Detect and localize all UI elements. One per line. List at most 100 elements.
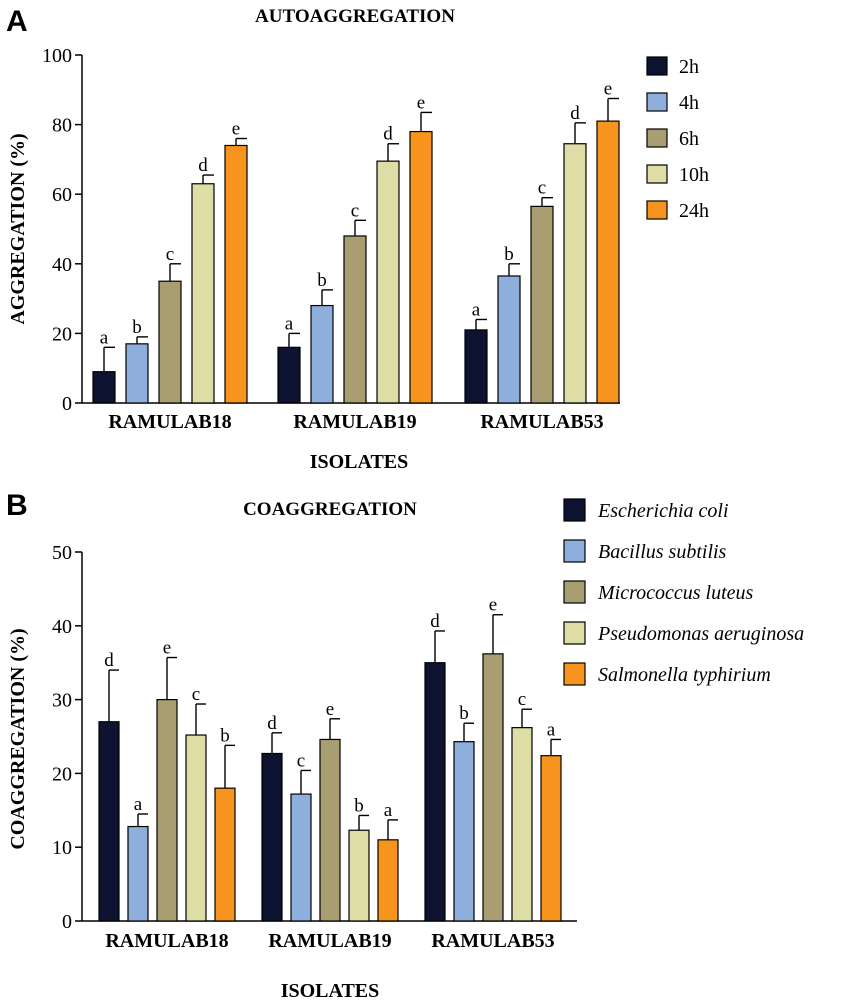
panel-a-bars: a b c d e a b c d e a b c d e (92, 79, 620, 404)
panel-b-y-tick-label: 10 (52, 837, 72, 859)
panel-a-y-ticks: 0 20 40 60 80 100 (42, 45, 82, 415)
panel-a-legend-label: 24h (679, 200, 709, 222)
panel-a-bar (376, 160, 400, 404)
panel-b-significance-letter: c (297, 750, 305, 771)
panel-b-y-tick-label: 40 (52, 616, 72, 638)
panel-a-bar (409, 130, 433, 404)
panel-b-legend-swatch (563, 498, 586, 522)
panel-b-bar (540, 755, 562, 922)
panel-b: B COAGGREGATION COAGGREGATION (%) ISOLAT… (6, 489, 804, 1002)
panel-a-y-tick-label: 80 (52, 115, 72, 137)
panel-b-legend-label: Micrococcus luteus (597, 582, 754, 604)
panel-a-significance-letter: e (604, 79, 612, 100)
panel-b-category-label: RAMULAB18 (105, 930, 228, 952)
panel-a-y-tick-label: 20 (52, 323, 72, 345)
panel-b-bar (214, 787, 236, 922)
panel-b-bar (98, 721, 120, 922)
panel-a-bar (125, 343, 149, 404)
panel-b-bar (453, 741, 475, 922)
panel-a-y-tick-label: 40 (52, 254, 72, 276)
panel-a-bar (310, 304, 334, 404)
panel-a: A AUTOAGGREGATION AGGREGATION (%) ISOLAT… (6, 5, 709, 473)
panel-b-legend-label: Escherichia coli (597, 500, 729, 522)
panel-b-significance-letter: b (220, 725, 230, 746)
panel-b-bar (290, 793, 312, 922)
panel-b-bar (319, 738, 341, 922)
panel-a-significance-letter: e (417, 92, 425, 113)
panel-a-significance-letter: b (132, 317, 142, 338)
panel-b-bar (348, 829, 370, 922)
panel-a-bar (497, 275, 521, 404)
panel-a-category-label: RAMULAB19 (293, 411, 416, 433)
panel-b-significance-letter: e (326, 699, 334, 720)
panel-a-significance-letter: d (383, 124, 393, 145)
panel-a-bar (277, 346, 301, 404)
panel-a-bar (464, 329, 488, 404)
panel-b-significance-letter: d (267, 713, 277, 734)
panel-b-significance-letter: b (459, 703, 469, 724)
panel-b-legend-swatch (563, 539, 586, 563)
panel-a-category-label: RAMULAB53 (480, 411, 603, 433)
panel-b-legend-label: Pseudomonas aeruginosa (597, 623, 804, 645)
panel-b-category-label: RAMULAB53 (431, 930, 554, 952)
panel-a-significance-letter: b (317, 270, 327, 291)
panel-b-significance-letter: c (192, 684, 200, 705)
panel-a-significance-letter: b (504, 244, 514, 265)
panel-b-significance-letter: a (384, 800, 393, 821)
panel-b-significance-letter: a (547, 719, 556, 740)
panel-a-xlabel: ISOLATES (310, 451, 409, 473)
panel-b-legend-label: Salmonella typhirium (598, 664, 771, 686)
panel-b-significance-letter: a (134, 794, 143, 815)
panel-b-significance-letter: c (518, 689, 526, 710)
panel-a-bar (563, 143, 587, 404)
panel-a-y-tick-label: 60 (52, 184, 72, 206)
panel-a-significance-letter: e (232, 119, 240, 140)
panel-b-bar (185, 734, 207, 922)
panel-a-legend-swatch (646, 56, 668, 76)
panel-a-y-tick-label: 100 (42, 45, 72, 67)
panel-b-y-ticks: 0 10 20 30 40 50 (52, 542, 82, 933)
panel-b-xlabel: ISOLATES (281, 980, 380, 1002)
panel-a-significance-letter: d (198, 155, 208, 176)
panel-b-bar (424, 662, 446, 922)
panel-b-title: COAGGREGATION (243, 499, 417, 520)
panel-b-significance-letter: d (104, 650, 114, 671)
panel-b-bar (511, 727, 533, 922)
panel-b-ylabel: COAGGREGATION (%) (7, 628, 29, 849)
panel-a-bar (191, 183, 215, 404)
panel-a-bar (224, 144, 248, 404)
panel-a-y-tick-label: 0 (62, 393, 72, 415)
panel-b-letter: B (6, 489, 28, 522)
panel-a-letter: A (6, 5, 28, 38)
panel-a-title: AUTOAGGREGATION (255, 6, 455, 27)
panel-b-bar (127, 825, 149, 922)
panel-a-significance-letter: a (472, 299, 481, 320)
panel-a-bar (596, 120, 620, 404)
panel-b-significance-letter: e (489, 595, 497, 616)
panel-a-significance-letter: a (285, 313, 294, 334)
panel-b-legend: Escherichia coli Bacillus subtilis Microco… (563, 498, 804, 686)
panel-a-significance-letter: c (538, 178, 546, 199)
panel-b-bar (377, 839, 399, 922)
panel-a-legend-label: 10h (679, 164, 709, 186)
panel-a-category-labels: RAMULAB18 RAMULAB19 RAMULAB53 (108, 411, 603, 433)
panel-a-legend-label: 4h (679, 92, 699, 114)
panel-b-y-tick-label: 0 (62, 911, 72, 933)
panel-b-significance-letter: e (163, 638, 171, 659)
panel-b-legend-swatch (563, 662, 586, 686)
panel-a-bar (92, 371, 116, 404)
panel-a-ylabel: AGGREGATION (%) (7, 133, 29, 324)
panel-a-legend-swatch (646, 164, 668, 184)
panel-a-significance-letter: a (100, 327, 109, 348)
panel-b-bar (482, 653, 504, 922)
panel-b-significance-letter: d (430, 611, 440, 632)
panel-b-significance-letter: b (354, 795, 364, 816)
panel-b-legend-swatch (563, 621, 586, 645)
panel-b-category-label: RAMULAB19 (268, 930, 391, 952)
panel-a-bar (530, 205, 554, 404)
panel-a-legend-swatch (646, 200, 668, 220)
panel-b-legend-label: Bacillus subtilis (598, 541, 727, 563)
panel-a-legend-swatch (646, 128, 668, 148)
